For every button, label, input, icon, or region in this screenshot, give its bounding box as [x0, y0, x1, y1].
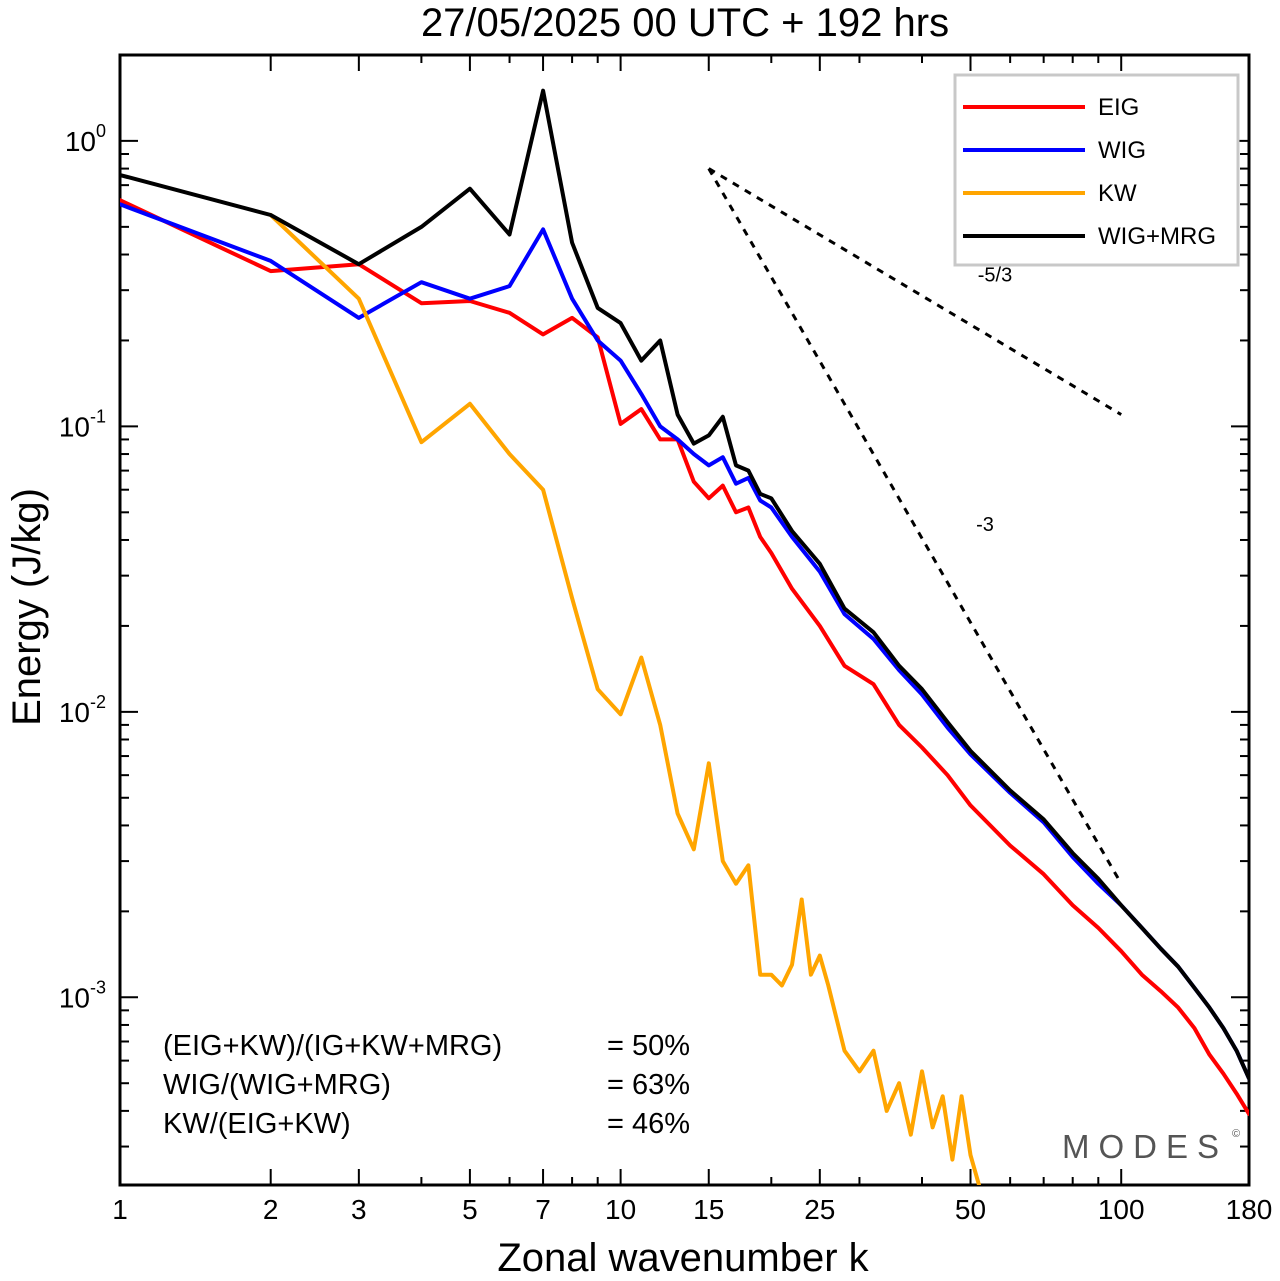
series-line-wig-mrg — [120, 88, 1249, 1081]
stat-value: = 50% — [607, 1030, 690, 1062]
stat-value: = 46% — [607, 1108, 690, 1140]
legend-label: WIG — [1098, 137, 1146, 164]
modes-watermark: MODES — [1062, 1128, 1228, 1165]
plot-area: 1 2 3 5 7 10 15 25 50 100 18010010-110-210-3-5/3-3… — [59, 53, 1273, 1225]
y-axis-label: Energy (J/kg) — [5, 488, 49, 726]
copyright-mark: © — [1232, 1128, 1240, 1140]
x-tick-label: 50 — [955, 1194, 986, 1225]
reference-line-label: -3 — [976, 514, 994, 536]
stat-label: WIG/(WIG+MRG) — [163, 1069, 391, 1101]
y-tick-exponent: -3 — [90, 977, 106, 997]
y-tick-label: 100 — [65, 121, 106, 157]
legend-label: KW — [1098, 180, 1137, 207]
x-tick-label: 25 — [804, 1194, 835, 1225]
y-tick-exponent: 0 — [96, 121, 106, 141]
stat-label: (EIG+KW)/(IG+KW+MRG) — [163, 1030, 502, 1062]
legend-label: WIG+MRG — [1098, 223, 1216, 250]
chart-title: 27/05/2025 00 UTC + 192 hrs — [421, 1, 949, 45]
y-tick-label: 10-2 — [59, 692, 106, 728]
y-tick-label: 10-1 — [59, 406, 106, 442]
y-tick-base: 10 — [59, 982, 90, 1013]
stat-value: = 63% — [607, 1069, 690, 1101]
x-tick-label: 5 — [462, 1194, 478, 1225]
reference-line-label: -5/3 — [978, 265, 1012, 287]
x-tick-label: 10 — [605, 1194, 636, 1225]
y-tick-exponent: -2 — [90, 692, 106, 712]
x-axis-label: Zonal wavenumber k — [497, 1236, 869, 1280]
reference-line — [707, 167, 1123, 885]
x-tick-label: 3 — [351, 1194, 367, 1225]
series-line-wig — [120, 202, 1249, 1081]
y-tick-label: 10-3 — [59, 977, 106, 1013]
y-tick-base: 10 — [59, 697, 90, 728]
series-line-eig — [120, 198, 1249, 1116]
x-tick-label: 2 — [263, 1194, 279, 1225]
y-tick-base: 10 — [59, 411, 90, 442]
x-tick-label: 15 — [693, 1194, 724, 1225]
y-tick-exponent: -1 — [90, 406, 106, 426]
stat-label: KW/(EIG+KW) — [163, 1108, 351, 1140]
reference-line — [707, 167, 1122, 416]
y-tick-base: 10 — [65, 126, 96, 157]
series-group — [120, 88, 1249, 1185]
x-tick-label: 100 — [1098, 1194, 1145, 1225]
x-tick-label: 180 — [1226, 1194, 1273, 1225]
x-tick-label: 7 — [535, 1194, 551, 1225]
legend-label: EIG — [1098, 94, 1139, 121]
series-line-kw — [268, 213, 981, 1185]
plot-frame — [118, 53, 1251, 1187]
legend: EIG WIG KW WIG+MRG — [953, 73, 1240, 267]
x-tick-label: 1 — [112, 1194, 128, 1225]
